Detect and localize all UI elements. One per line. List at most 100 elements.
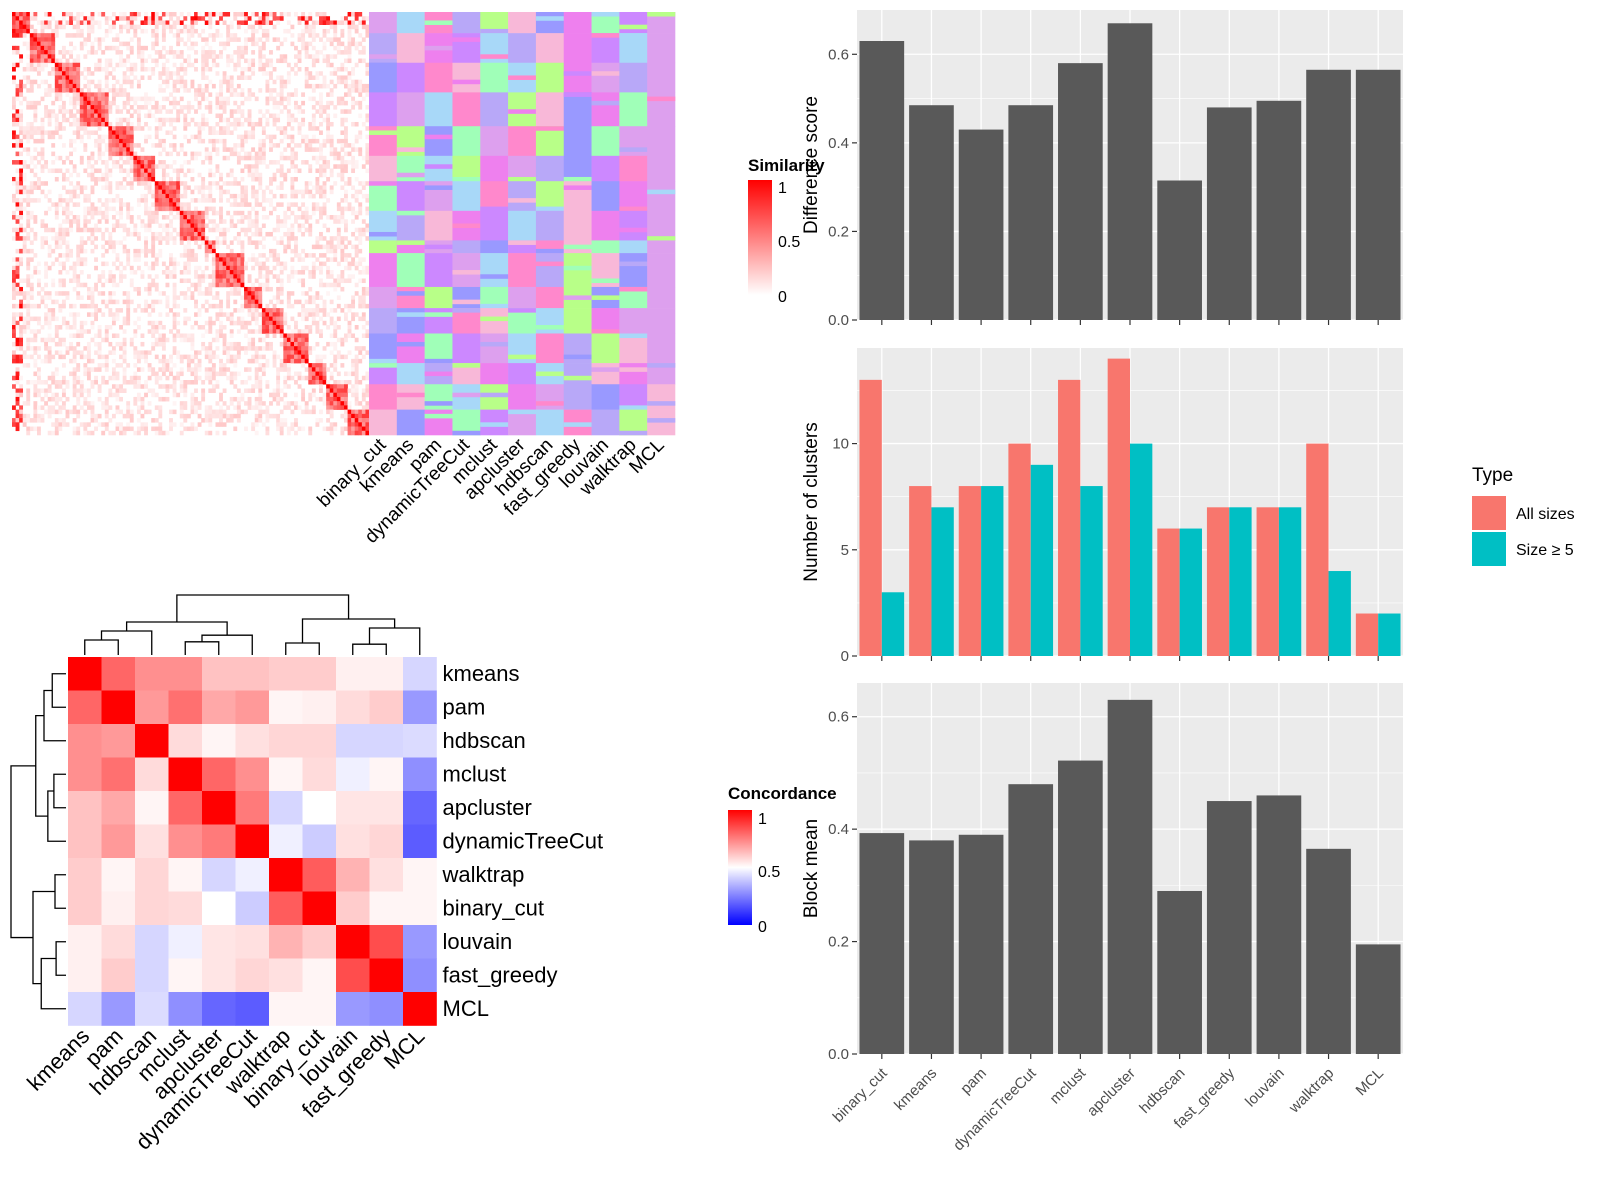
similarity-cell [161, 346, 166, 351]
similarity-cell [61, 160, 66, 165]
similarity-cell [101, 96, 106, 102]
similarity-cell [333, 354, 338, 360]
similarity-cell [204, 50, 209, 55]
similarity-cell [361, 45, 366, 51]
similarity-cell [286, 341, 291, 347]
similarity-cell [251, 291, 256, 296]
similarity-cell [333, 37, 338, 42]
similarity-cell [261, 316, 266, 322]
similarity-cell [47, 134, 52, 140]
similarity-cell [108, 430, 113, 436]
similarity-cell [286, 384, 291, 389]
similarity-cell [133, 172, 138, 178]
similarity-cell [111, 430, 116, 436]
similarity-cell [136, 215, 141, 220]
similarity-cell [179, 28, 184, 34]
similarity-cell [44, 392, 48, 398]
similarity-cell [158, 71, 163, 76]
similarity-cell [194, 350, 198, 355]
similarity-cell [194, 92, 198, 97]
similarity-cell [354, 147, 359, 152]
similarity-cell [104, 83, 109, 89]
similarity-cell [122, 337, 127, 343]
similarity-cell [358, 206, 363, 212]
similarity-cell [322, 380, 327, 385]
similarity-cell [322, 346, 327, 351]
similarity-cell [333, 66, 338, 72]
similarity-cell [240, 100, 245, 106]
similarity-cell [83, 109, 88, 114]
similarity-cell [97, 308, 102, 313]
similarity-cell [286, 240, 291, 245]
similarity-cell [72, 193, 77, 199]
similarity-cell [54, 329, 59, 334]
similarity-cell [176, 20, 181, 25]
similarity-cell [58, 253, 63, 258]
similarity-cell [169, 176, 173, 182]
similarity-cell [244, 388, 248, 393]
similarity-cell [19, 333, 24, 339]
similarity-cell [226, 96, 231, 102]
similarity-cell [154, 126, 159, 131]
similarity-cell [347, 350, 352, 355]
similarity-cell [347, 12, 352, 17]
similarity-cell [222, 422, 227, 427]
similarity-cell [108, 236, 113, 241]
similarity-cell [83, 198, 88, 203]
similarity-cell [129, 168, 134, 174]
similarity-cell [54, 96, 59, 102]
similarity-cell [265, 215, 270, 220]
similarity-cell [365, 181, 370, 186]
similarity-cell [290, 265, 295, 271]
similarity-cell [19, 83, 24, 89]
similarity-cell [158, 206, 163, 212]
similarity-cell [129, 206, 134, 212]
similarity-cell [12, 210, 16, 216]
similarity-cell [304, 409, 309, 415]
similarity-cell [86, 121, 91, 127]
similarity-cell [344, 50, 348, 55]
similarity-cell [136, 409, 141, 415]
similarity-cell [294, 164, 298, 169]
similarity-cell [186, 363, 191, 368]
similarity-cell [126, 126, 131, 131]
similarity-cell [265, 333, 270, 339]
similarity-cell [333, 164, 338, 169]
similarity-cell [15, 392, 20, 398]
similarity-cell [154, 181, 159, 186]
similarity-cell [351, 185, 356, 190]
similarity-cell [183, 231, 188, 237]
similarity-cell [122, 426, 127, 432]
similarity-cell [244, 189, 248, 195]
similarity-cell [229, 354, 234, 360]
similarity-cell [19, 79, 24, 85]
similarity-cell [126, 257, 131, 262]
similarity-cell [126, 172, 131, 178]
similarity-cell [15, 45, 20, 51]
similarity-cell [347, 240, 352, 245]
similarity-cell [351, 231, 356, 237]
similarity-cell [329, 371, 334, 377]
similarity-cell [290, 92, 295, 97]
similarity-cell [365, 83, 370, 89]
similarity-cell [36, 430, 41, 436]
similarity-cell [254, 405, 259, 410]
similarity-cell [344, 244, 348, 250]
similarity-cell [315, 160, 320, 165]
similarity-cell [251, 295, 256, 300]
similarity-cell [208, 422, 213, 427]
similarity-cell [204, 88, 209, 93]
similarity-cell [219, 282, 223, 288]
similarity-cell [276, 299, 281, 305]
similarity-cell [169, 16, 173, 21]
similarity-cell [65, 66, 70, 72]
similarity-cell [215, 164, 220, 169]
similarity-cell [33, 426, 38, 432]
similarity-cell [294, 105, 298, 110]
similarity-cell [261, 236, 266, 241]
similarity-cell [165, 227, 170, 233]
similarity-cell [215, 274, 220, 279]
similarity-cell [194, 210, 198, 216]
similarity-cell [154, 341, 159, 347]
similarity-cell [115, 79, 120, 85]
